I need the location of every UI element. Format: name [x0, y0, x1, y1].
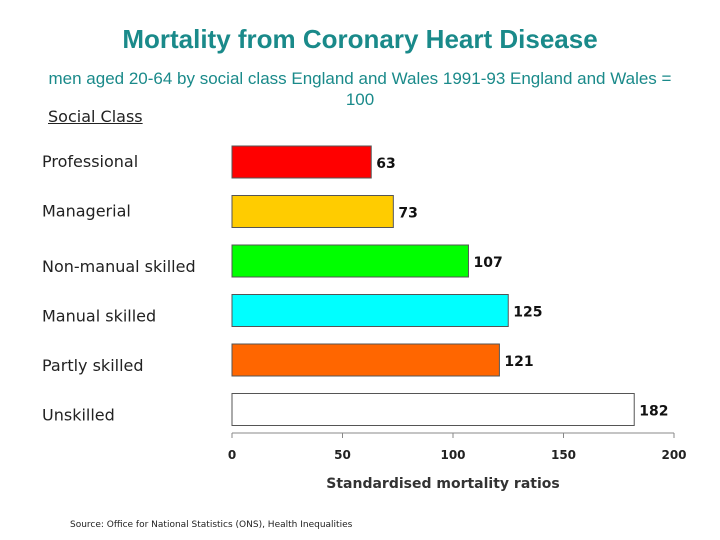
value-label-partly-skilled: 121 [504, 354, 533, 370]
value-label-unskilled: 182 [639, 404, 668, 420]
value-label-managerial: 73 [398, 206, 417, 222]
bar-non-manual-skilled [231, 244, 469, 278]
x-tick-label-200: 200 [661, 448, 686, 462]
value-label-professional: 63 [376, 156, 395, 172]
x-tick-label-150: 150 [551, 448, 576, 462]
x-tick-label-100: 100 [440, 448, 465, 462]
category-label-partly-skilled: Partly skilled [42, 356, 144, 375]
category-label-managerial: Managerial [42, 202, 131, 221]
bar-unskilled [231, 393, 635, 426]
x-tick-label-50: 50 [334, 448, 351, 462]
category-heading: Social Class [48, 107, 143, 126]
x-axis-title: Standardised mortality ratios [326, 476, 559, 492]
category-label-manual-skilled: Manual skilled [42, 307, 156, 326]
chart-title: Mortality from Coronary Heart Disease [122, 24, 598, 54]
value-label-manual-skilled: 125 [513, 305, 542, 321]
chart-subtitle: men aged 20-64 by social class England a… [48, 69, 672, 109]
bar-professional [231, 145, 372, 179]
bar-managerial [231, 195, 394, 228]
category-label-professional: Professional [42, 152, 138, 171]
bar-manual-skilled [231, 294, 509, 327]
value-label-non-manual-skilled: 107 [473, 255, 502, 271]
category-label-non-manual-skilled: Non-manual skilled [42, 257, 196, 276]
x-tick-label-0: 0 [228, 448, 236, 462]
bar-partly-skilled [231, 343, 500, 377]
source-note: Source: Office for National Statistics (… [70, 520, 353, 530]
category-label-unskilled: Unskilled [42, 406, 115, 425]
